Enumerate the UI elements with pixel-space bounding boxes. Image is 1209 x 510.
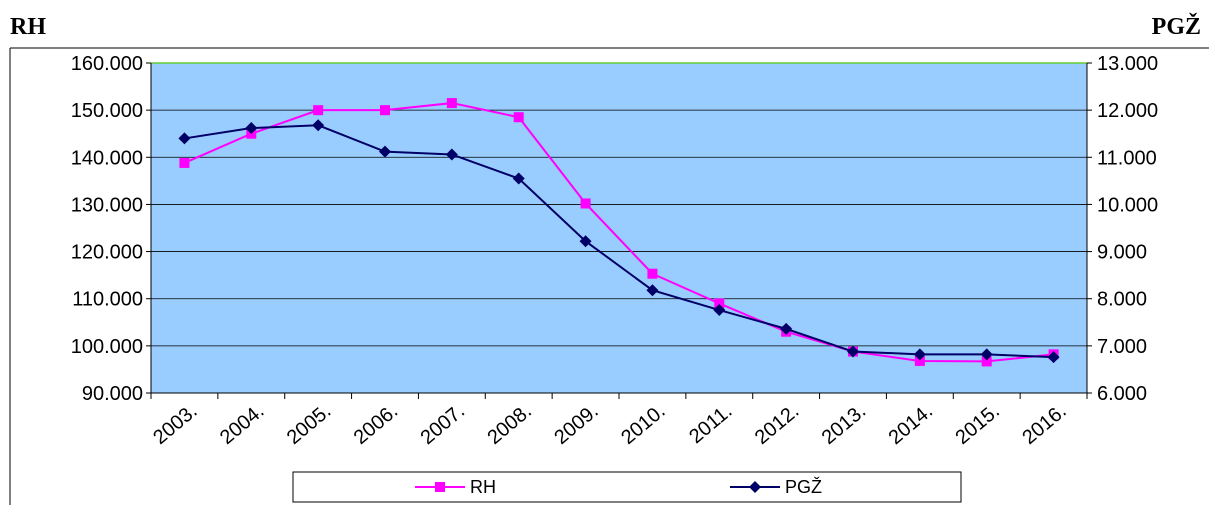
legend-marker-rh xyxy=(435,482,445,492)
x-tick-label: 2016. xyxy=(1018,400,1070,449)
data-point-pgz xyxy=(445,148,458,161)
x-tick-label: 2003. xyxy=(149,400,201,449)
right-tick-label: 11.000 xyxy=(1097,147,1157,169)
right-tick-label: 8.000 xyxy=(1097,289,1147,311)
data-point-pgz xyxy=(379,145,391,158)
x-tick-label: 2007. xyxy=(417,400,469,449)
legend-label-pgz: PGŽ xyxy=(785,477,822,497)
legend-label-rh: RH xyxy=(470,477,496,497)
x-tick-label: 2009. xyxy=(550,400,602,449)
x-tick-label: 2014. xyxy=(885,400,937,449)
legend xyxy=(292,471,962,503)
data-point-pgz xyxy=(780,322,793,335)
left-axis-title: RH xyxy=(10,14,46,40)
data-point-pgz xyxy=(713,304,726,317)
right-tick-label: 7.000 xyxy=(1097,336,1147,358)
right-axis-title: PGŽ xyxy=(1151,14,1201,40)
data-point-rh xyxy=(981,356,992,367)
x-tick-label: 2004. xyxy=(216,400,268,449)
data-point-rh xyxy=(580,198,591,209)
series-line-rh xyxy=(184,102,1054,363)
data-point-rh xyxy=(714,298,725,309)
data-point-pgz xyxy=(980,348,993,361)
data-point-rh xyxy=(513,112,524,123)
left-tick-label: 160.000 xyxy=(71,53,143,75)
data-point-pgz xyxy=(646,284,659,297)
data-point-pgz xyxy=(913,348,926,361)
data-point-pgz xyxy=(312,119,325,132)
left-tick-label: 130.000 xyxy=(71,194,143,216)
data-point-rh xyxy=(914,355,925,366)
series-line-pgz xyxy=(184,124,1054,359)
data-point-pgz xyxy=(245,122,258,135)
x-tick-label: 2006. xyxy=(350,400,402,449)
right-tick-label: 9.000 xyxy=(1097,242,1147,264)
right-tick-label: 13.000 xyxy=(1097,53,1158,75)
data-point-rh xyxy=(179,157,190,168)
data-point-pgz xyxy=(1047,351,1060,364)
data-point-rh xyxy=(446,98,457,109)
data-point-pgz xyxy=(579,235,592,248)
x-tick-label: 2005. xyxy=(283,400,335,449)
x-tick-label: 2013. xyxy=(818,400,870,449)
data-point-rh xyxy=(380,105,390,116)
legend-marker-pgz xyxy=(749,481,761,493)
data-point-pgz xyxy=(512,172,525,185)
data-point-rh xyxy=(313,105,324,116)
left-tick-label: 120.000 xyxy=(71,242,143,264)
right-tick-label: 6.000 xyxy=(1097,383,1147,405)
left-tick-label: 150.000 xyxy=(71,100,143,122)
x-tick-label: 2010. xyxy=(617,400,669,449)
x-tick-label: 2011. xyxy=(685,400,736,448)
x-tick-label: 2008. xyxy=(483,400,535,449)
right-tick-label: 10.000 xyxy=(1097,194,1158,216)
left-tick-label: 110.000 xyxy=(72,289,143,311)
x-tick-label: 2015. xyxy=(951,400,1003,449)
x-tick-label: 2012. xyxy=(751,400,803,449)
left-tick-label: 140.000 xyxy=(71,147,143,169)
left-tick-label: 90.000 xyxy=(82,383,143,405)
right-tick-label: 12.000 xyxy=(1097,100,1158,122)
data-point-pgz xyxy=(178,132,191,145)
data-point-pgz xyxy=(847,345,859,358)
plot-area xyxy=(150,62,1088,394)
left-tick-label: 100.000 xyxy=(71,336,143,358)
data-point-rh xyxy=(647,268,658,279)
